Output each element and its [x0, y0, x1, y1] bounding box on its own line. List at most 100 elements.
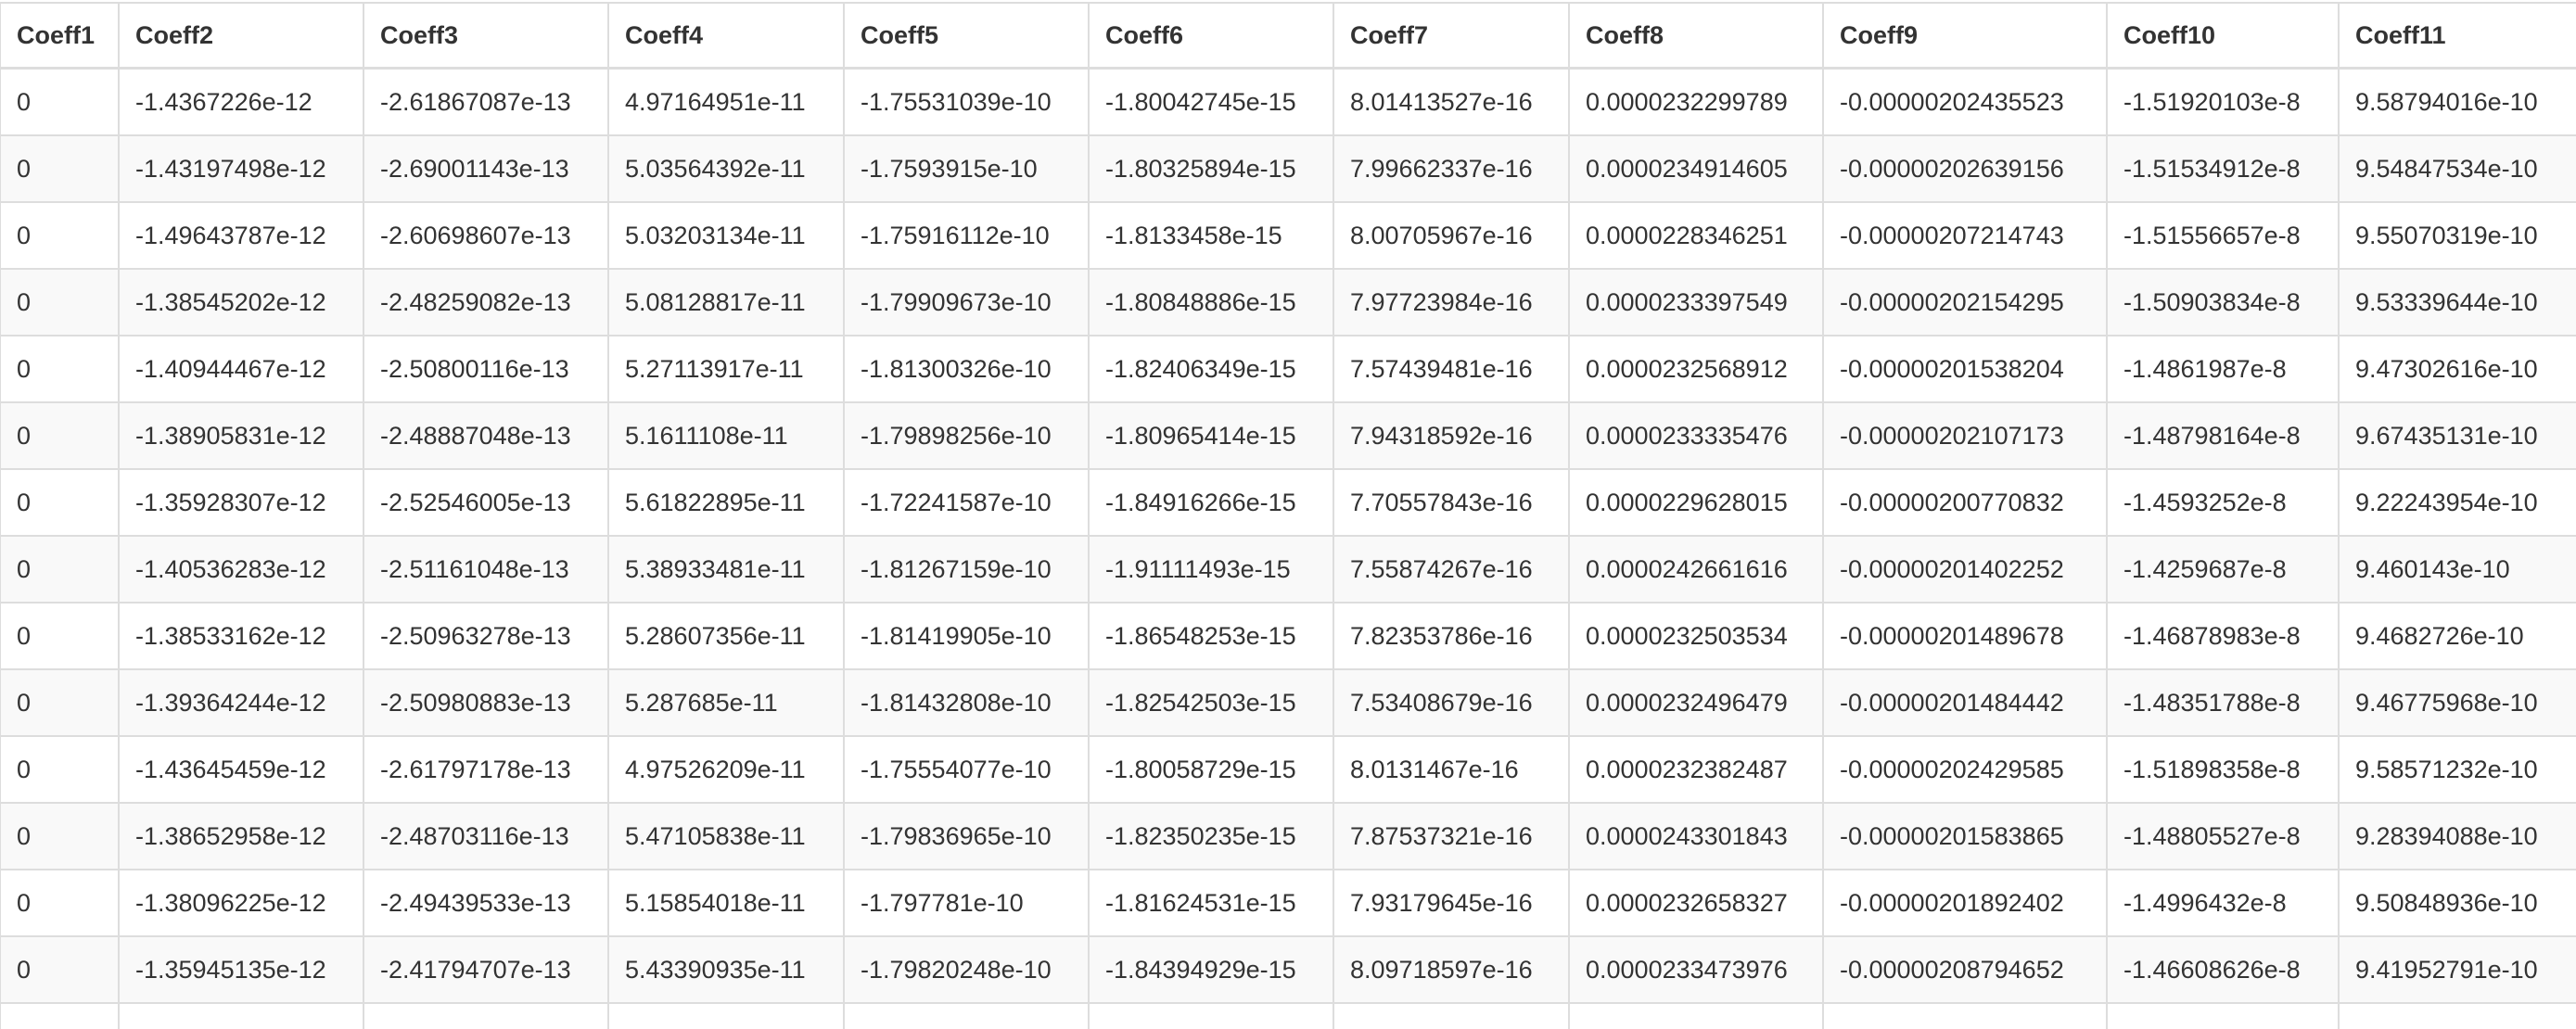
table-cell-coeff6: -1.82350235e-15 [1088, 802, 1334, 870]
table-cell-coeff11: 9.58794016e-10 [2338, 67, 2576, 136]
table-cell-coeff9: -0.00000201892402 [1822, 869, 2108, 937]
table-cell-coeff7: 7.87537321e-16 [1333, 802, 1570, 870]
table-cell-coeff5: -1.75554077e-10 [843, 735, 1090, 804]
column-header-coeff5[interactable]: Coeff5 [843, 2, 1090, 70]
table-cell-coeff10: -1.46878983e-8 [2106, 602, 2340, 670]
table-cell-coeff4: 5.27113917e-11 [607, 335, 845, 403]
table-cell-coeff4 [607, 1002, 845, 1029]
table-cell-coeff8: 0.0000234914605 [1568, 134, 1824, 203]
table-cell-coeff7: 8.00705967e-16 [1333, 201, 1570, 270]
table-body: 0 -1.4367226e-12 -2.61867087e-13 4.97164951… [0, 67, 2576, 1029]
table-cell-coeff11: 9.28394088e-10 [2338, 802, 2576, 870]
table-cell-coeff4: 5.15854018e-11 [607, 869, 845, 937]
table-cell-coeff5: -1.79909673e-10 [843, 268, 1090, 337]
table-row[interactable]: 0 -1.35928307e-12 -2.52546005e-13 5.6182289… [0, 468, 2576, 537]
table-row[interactable]: 0 -1.40536283e-12 -2.51161048e-13 5.3893348… [0, 535, 2576, 603]
column-header-coeff10[interactable]: Coeff10 [2106, 2, 2340, 70]
table-row[interactable] [0, 1002, 2576, 1029]
column-header-coeff8[interactable]: Coeff8 [1568, 2, 1824, 70]
table-cell-coeff8: 0.0000229628015 [1568, 468, 1824, 537]
column-header-coeff11[interactable]: Coeff11 [2338, 2, 2576, 70]
column-header-coeff1[interactable]: Coeff1 [0, 2, 120, 70]
table-cell-coeff5: -1.81432808e-10 [843, 668, 1090, 737]
table-row[interactable]: 0 -1.49643787e-12 -2.60698607e-13 5.0320313… [0, 201, 2576, 270]
table-row[interactable]: 0 -1.4367226e-12 -2.61867087e-13 4.97164951… [0, 67, 2576, 136]
table-cell-coeff10: -1.48798164e-8 [2106, 401, 2340, 470]
table-cell-coeff5: -1.75531039e-10 [843, 67, 1090, 136]
table-cell-coeff7: 8.01413527e-16 [1333, 67, 1570, 136]
table-cell-coeff1: 0 [0, 268, 120, 337]
column-header-coeff9[interactable]: Coeff9 [1822, 2, 2108, 70]
table-row[interactable]: 0 -1.43197498e-12 -2.69001143e-13 5.0356439… [0, 134, 2576, 203]
table-cell-coeff3: -2.48259082e-13 [363, 268, 609, 337]
table-cell-coeff2 [118, 1002, 364, 1029]
table-cell-coeff11: 9.58571232e-10 [2338, 735, 2576, 804]
table-cell-coeff5: -1.72241587e-10 [843, 468, 1090, 537]
table-cell-coeff11: 9.460143e-10 [2338, 535, 2576, 603]
column-header-coeff2[interactable]: Coeff2 [118, 2, 364, 70]
column-header-coeff6[interactable]: Coeff6 [1088, 2, 1334, 70]
table-cell-coeff2: -1.39364244e-12 [118, 668, 364, 737]
table-cell-coeff6: -1.8133458e-15 [1088, 201, 1334, 270]
table-row[interactable]: 0 -1.38096225e-12 -2.49439533e-13 5.1585401… [0, 869, 2576, 937]
table-cell-coeff8: 0.0000232299789 [1568, 67, 1824, 136]
table-cell-coeff10: -1.50903834e-8 [2106, 268, 2340, 337]
table-cell-coeff10: -1.51920103e-8 [2106, 67, 2340, 136]
table-cell-coeff1: 0 [0, 335, 120, 403]
table-cell-coeff7: 7.97723984e-16 [1333, 268, 1570, 337]
table-cell-coeff11: 9.67435131e-10 [2338, 401, 2576, 470]
table-row[interactable]: 0 -1.38533162e-12 -2.50963278e-13 5.2860735… [0, 602, 2576, 670]
table-cell-coeff4: 5.03564392e-11 [607, 134, 845, 203]
table-cell-coeff8: 0.0000242661616 [1568, 535, 1824, 603]
column-header-coeff3[interactable]: Coeff3 [363, 2, 609, 70]
table-row[interactable]: 0 -1.43645459e-12 -2.61797178e-13 4.9752620… [0, 735, 2576, 804]
table-cell-coeff8: 0.0000233397549 [1568, 268, 1824, 337]
table-cell-coeff4: 5.47105838e-11 [607, 802, 845, 870]
table-cell-coeff5: -1.81419905e-10 [843, 602, 1090, 670]
table-cell-coeff8: 0.0000232658327 [1568, 869, 1824, 937]
table-cell-coeff1: 0 [0, 535, 120, 603]
table-cell-coeff9: -0.00000202107173 [1822, 401, 2108, 470]
table-cell-coeff6: -1.86548253e-15 [1088, 602, 1334, 670]
table-row[interactable]: 0 -1.40944467e-12 -2.50800116e-13 5.2711391… [0, 335, 2576, 403]
table-row[interactable]: 0 -1.38652958e-12 -2.48703116e-13 5.4710583… [0, 802, 2576, 870]
table-cell-coeff5: -1.797781e-10 [843, 869, 1090, 937]
table-cell-coeff6: -1.91111493e-15 [1088, 535, 1334, 603]
table-cell-coeff8 [1568, 1002, 1824, 1029]
table-cell-coeff8: 0.0000233335476 [1568, 401, 1824, 470]
table-cell-coeff3: -2.49439533e-13 [363, 869, 609, 937]
table-cell-coeff9: -0.00000202435523 [1822, 67, 2108, 136]
table-cell-coeff2: -1.38905831e-12 [118, 401, 364, 470]
table-cell-coeff5: -1.79898256e-10 [843, 401, 1090, 470]
table-cell-coeff6 [1088, 1002, 1334, 1029]
table-cell-coeff10: -1.48805527e-8 [2106, 802, 2340, 870]
table-cell-coeff9: -0.00000201538204 [1822, 335, 2108, 403]
table-cell-coeff4: 5.03203134e-11 [607, 201, 845, 270]
table-row[interactable]: 0 -1.39364244e-12 -2.50980883e-13 5.287685e… [0, 668, 2576, 737]
table-cell-coeff3: -2.60698607e-13 [363, 201, 609, 270]
table-cell-coeff2: -1.40536283e-12 [118, 535, 364, 603]
table-cell-coeff2: -1.38096225e-12 [118, 869, 364, 937]
table-cell-coeff5 [843, 1002, 1090, 1029]
table-cell-coeff9: -0.00000202154295 [1822, 268, 2108, 337]
table-cell-coeff7: 7.99662337e-16 [1333, 134, 1570, 203]
table-cell-coeff8: 0.0000228346251 [1568, 201, 1824, 270]
table-cell-coeff7: 7.93179645e-16 [1333, 869, 1570, 937]
table-cell-coeff3: -2.50800116e-13 [363, 335, 609, 403]
column-header-coeff4[interactable]: Coeff4 [607, 2, 845, 70]
table-cell-coeff5: -1.75916112e-10 [843, 201, 1090, 270]
table-cell-coeff1: 0 [0, 67, 120, 136]
column-header-coeff7[interactable]: Coeff7 [1333, 2, 1570, 70]
table-cell-coeff8: 0.0000233473976 [1568, 935, 1824, 1004]
table-cell-coeff6: -1.82542503e-15 [1088, 668, 1334, 737]
table-cell-coeff7 [1333, 1002, 1570, 1029]
table-row[interactable]: 0 -1.38905831e-12 -2.48887048e-13 5.1611108… [0, 401, 2576, 470]
table-row[interactable]: 0 -1.35945135e-12 -2.41794707e-13 5.4339093… [0, 935, 2576, 1004]
table-cell-coeff3: -2.61797178e-13 [363, 735, 609, 804]
table-row[interactable]: 0 -1.38545202e-12 -2.48259082e-13 5.0812881… [0, 268, 2576, 337]
table-cell-coeff6: -1.80325894e-15 [1088, 134, 1334, 203]
table-cell-coeff10: -1.51898358e-8 [2106, 735, 2340, 804]
table-cell-coeff9: -0.00000208794652 [1822, 935, 2108, 1004]
